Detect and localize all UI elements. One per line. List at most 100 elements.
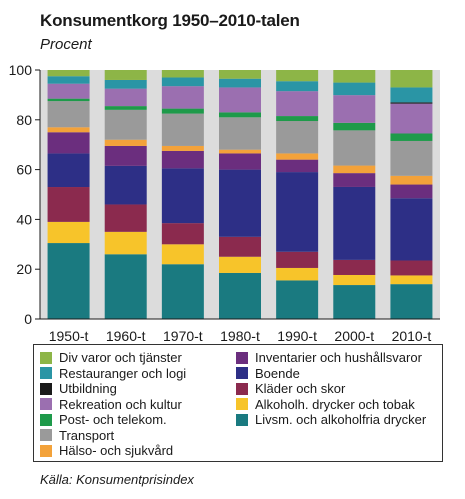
bar-segment-1980-t-6 — [219, 117, 261, 150]
bar-segment-2000-t-8 — [333, 95, 376, 123]
legend-label: Hälso- och sjukvård — [59, 443, 174, 459]
legend-swatch — [236, 398, 248, 411]
bar-segment-2000-t-10 — [333, 82, 376, 96]
bar-segment-2010-t-6 — [390, 140, 433, 176]
bar-segment-2010-t-3 — [390, 198, 433, 261]
bar-segment-1950-t-6 — [47, 101, 90, 128]
bar-segment-1950-t-1 — [47, 221, 90, 244]
legend-label: Alkoholh. drycker och tobak — [255, 396, 415, 412]
legend-item: Alkoholh. drycker och tobak — [236, 397, 442, 413]
chart-title: Konsumentkorg 1950–2010-talen — [40, 11, 300, 30]
bar-segment-2000-t-11 — [333, 70, 376, 83]
bar-segment-1960-t-1 — [104, 231, 147, 255]
legend-swatch — [236, 382, 248, 395]
bar-segment-2010-t-2 — [390, 260, 433, 276]
y-tick-label: 20 — [16, 261, 32, 277]
legend-label: Div varor och tjänster — [59, 350, 182, 366]
bar-segment-1970-t-5 — [161, 145, 204, 151]
bar-segment-1990-t-2 — [276, 251, 319, 268]
bar-segment-1960-t-7 — [104, 106, 147, 110]
bar-segment-2010-t-11 — [390, 70, 433, 88]
bar-segment-1960-t-10 — [104, 79, 147, 89]
x-tick-label: 1960-t — [106, 328, 146, 344]
bar-segment-1950-t-2 — [47, 187, 90, 222]
bar-segment-2000-t-6 — [333, 130, 376, 166]
legend-item: Div varor och tjänster — [40, 350, 236, 366]
bar-segment-1970-t-4 — [161, 150, 204, 169]
bar-segment-1970-t-3 — [161, 168, 204, 224]
legend-item: Utbildning — [40, 381, 236, 397]
legend-item: Restauranger och logi — [40, 366, 236, 382]
legend: Div varor och tjänster Restauranger och l… — [33, 344, 443, 462]
bar-segment-1980-t-4 — [219, 153, 261, 170]
bar-segment-2010-t-7 — [390, 133, 433, 141]
bar-segment-1960-t-0 — [104, 254, 147, 319]
legend-swatch — [40, 429, 52, 442]
x-tick-label: 1990-t — [277, 328, 317, 344]
bar-segment-2010-t-5 — [390, 175, 433, 185]
bar-segment-1970-t-0 — [161, 264, 204, 319]
x-tick-label: 1980-t — [220, 328, 260, 344]
bar-segment-2010-t-4 — [390, 184, 433, 199]
bar-segment-2010-t-10 — [390, 87, 433, 103]
bar-segment-1990-t-0 — [276, 280, 319, 319]
bar-segment-1960-t-2 — [104, 204, 147, 232]
chart-subtitle: Procent — [40, 36, 92, 53]
legend-item: Post- och telekom. — [40, 412, 236, 428]
bar-segment-2010-t-0 — [390, 284, 433, 319]
y-tick-label: 100 — [9, 62, 33, 78]
bar-segment-2010-t-9 — [390, 102, 433, 104]
legend-label: Transport — [59, 427, 115, 443]
y-tick-label: 80 — [16, 112, 32, 128]
bar-segment-1950-t-4 — [47, 132, 90, 154]
bar-segment-1970-t-11 — [161, 70, 204, 78]
legend-swatch — [40, 413, 52, 426]
stacked-bar-chart: 1950-t 1960-t 1970-t 1980-t 1990-t 2000-t 2010… — [9, 62, 440, 344]
bar-segment-2000-t-1 — [333, 274, 376, 286]
x-tick-label: 2000-t — [334, 328, 374, 344]
legend-swatch — [40, 444, 52, 457]
bar-segment-2000-t-0 — [333, 285, 376, 319]
bar-segment-1990-t-11 — [276, 70, 319, 82]
bar-segment-1950-t-3 — [47, 153, 90, 188]
bar-segment-1990-t-7 — [276, 116, 319, 122]
bar-segment-1980-t-5 — [219, 149, 261, 154]
bar-segment-2000-t-4 — [333, 173, 376, 187]
legend-swatch — [236, 413, 248, 426]
bar-segment-1970-t-10 — [161, 77, 204, 87]
bar-segment-1990-t-3 — [276, 172, 319, 252]
bar-segment-1950-t-11 — [47, 70, 90, 77]
legend-item: Kläder och skor — [236, 381, 442, 397]
bar-segment-1970-t-7 — [161, 108, 204, 114]
legend-item: Hälso- och sjukvård — [40, 443, 236, 459]
bar-segment-1950-t-10 — [47, 76, 90, 84]
bar-segment-2000-t-7 — [333, 122, 376, 131]
legend-label: Livsm. och alkoholfria drycker — [255, 412, 427, 428]
bar-segment-1980-t-2 — [219, 236, 261, 257]
bar-segment-1990-t-10 — [276, 81, 319, 92]
legend-label: Boende — [255, 365, 300, 381]
bar-segment-1990-t-1 — [276, 267, 319, 281]
bar-segment-1980-t-11 — [219, 70, 261, 79]
legend-swatch — [236, 367, 248, 380]
bar-segment-1960-t-8 — [104, 88, 147, 107]
bar-segment-1960-t-5 — [104, 139, 147, 146]
legend-label: Post- och telekom. — [59, 412, 167, 428]
bar-segment-1990-t-5 — [276, 153, 319, 160]
bar-segment-1960-t-4 — [104, 145, 147, 166]
bar-segment-1960-t-6 — [104, 109, 147, 140]
bar-segment-1950-t-8 — [47, 83, 90, 99]
legend-swatch — [40, 351, 52, 364]
bar-segment-2010-t-1 — [390, 275, 433, 285]
bar-segment-1960-t-3 — [104, 165, 147, 205]
legend-item: Livsm. och alkoholfria drycker — [236, 412, 442, 428]
bar-segment-1950-t-0 — [47, 243, 90, 319]
bar-segment-2000-t-3 — [333, 186, 376, 260]
x-tick-label: 2010-t — [392, 328, 432, 344]
legend-label: Inventarier och hushållsvaror — [255, 350, 422, 366]
bar-segment-1980-t-8 — [219, 87, 261, 113]
bar-segment-2010-t-8 — [390, 103, 433, 134]
legend-swatch — [40, 398, 52, 411]
bar-segment-2000-t-5 — [333, 165, 376, 174]
legend-item: Boende — [236, 366, 442, 382]
